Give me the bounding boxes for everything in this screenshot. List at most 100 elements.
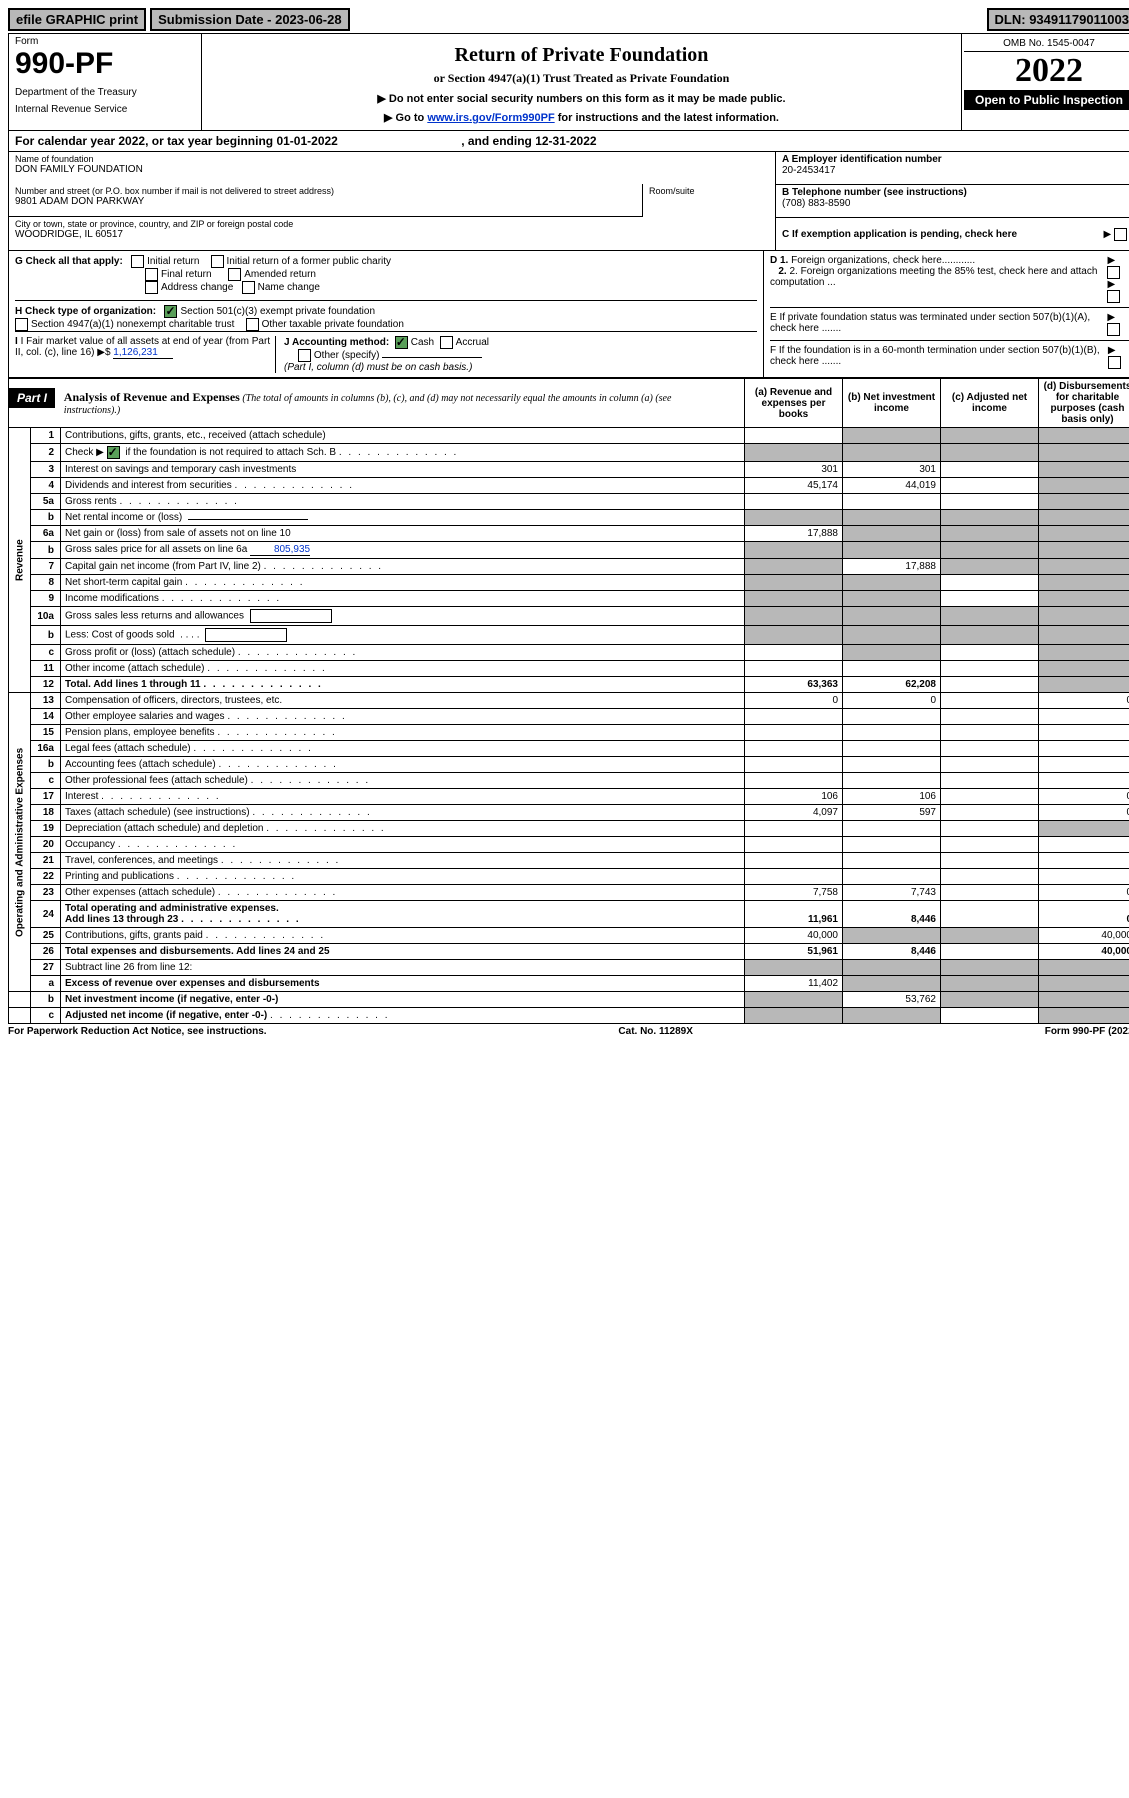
row-26: Total expenses and disbursements. Add li… bbox=[61, 944, 745, 960]
f-text: F If the foundation is in a 60-month ter… bbox=[770, 345, 1108, 369]
instr-ssn: ▶ Do not enter social security numbers o… bbox=[212, 92, 951, 105]
foundation-city: WOODRIDGE, IL 60517 bbox=[15, 229, 769, 240]
v4b: 44,019 bbox=[843, 478, 941, 494]
chk-d2[interactable] bbox=[1107, 290, 1120, 303]
chk-address-change[interactable] bbox=[145, 281, 158, 294]
col-d-header: (d) Disbursements for charitable purpose… bbox=[1039, 379, 1129, 428]
form-subtitle: or Section 4947(a)(1) Trust Treated as P… bbox=[212, 71, 951, 86]
j-note: (Part I, column (d) must be on cash basi… bbox=[284, 362, 472, 373]
chk-amended[interactable] bbox=[228, 268, 241, 281]
row-27b: Net investment income (if negative, ente… bbox=[61, 992, 745, 1008]
row-9: Income modifications bbox=[61, 591, 745, 607]
row-7: Capital gain net income (from Part IV, l… bbox=[61, 559, 745, 575]
g-opt-1: Initial return of a former public charit… bbox=[227, 256, 392, 267]
phone-label: B Telephone number (see instructions) bbox=[782, 187, 1129, 198]
row-5b: Net rental income or (loss) bbox=[61, 510, 745, 526]
foundation-name: DON FAMILY FOUNDATION bbox=[15, 164, 769, 175]
v24a: 11,961 bbox=[745, 901, 843, 928]
row-16b: Accounting fees (attach schedule) bbox=[61, 757, 745, 773]
dln: DLN: 93491179011003 bbox=[987, 8, 1129, 31]
row-12: Total. Add lines 1 through 11 bbox=[61, 677, 745, 693]
instr-link-row: ▶ Go to www.irs.gov/Form990PF for instru… bbox=[212, 111, 951, 124]
chk-f[interactable] bbox=[1108, 356, 1121, 369]
v27aa: 11,402 bbox=[745, 976, 843, 992]
row-23: Other expenses (attach schedule) bbox=[61, 885, 745, 901]
col-a-header: (a) Revenue and expenses per books bbox=[745, 379, 843, 428]
tax-year: 2022 bbox=[964, 52, 1129, 90]
row-3: Interest on savings and temporary cash i… bbox=[61, 462, 745, 478]
chk-accrual[interactable] bbox=[440, 336, 453, 349]
footer-left: For Paperwork Reduction Act Notice, see … bbox=[8, 1026, 267, 1037]
footer-right: Form 990-PF (2022) bbox=[1045, 1026, 1129, 1037]
v23d: 0 bbox=[1039, 885, 1129, 901]
g-opt-0: Initial return bbox=[147, 256, 199, 267]
c-checkbox[interactable] bbox=[1114, 228, 1127, 241]
j-cash-label: Cash bbox=[411, 337, 434, 348]
i-value: 1,126,231 bbox=[113, 347, 173, 359]
form990pf-link[interactable]: www.irs.gov/Form990PF bbox=[427, 112, 554, 124]
chk-initial-former[interactable] bbox=[211, 255, 224, 268]
part1-label: Part I bbox=[9, 388, 55, 408]
chk-e[interactable] bbox=[1107, 323, 1120, 336]
v26d: 40,000 bbox=[1039, 944, 1129, 960]
name-label: Name of foundation bbox=[15, 154, 769, 164]
form-number: 990-PF bbox=[15, 47, 195, 81]
row-10a: Gross sales less returns and allowances bbox=[61, 607, 745, 626]
chk-501c3[interactable] bbox=[164, 305, 177, 318]
g-opt-5: Name change bbox=[258, 282, 320, 293]
row-25: Contributions, gifts, grants paid bbox=[61, 928, 745, 944]
v3a: 301 bbox=[745, 462, 843, 478]
v18b: 597 bbox=[843, 805, 941, 821]
row-21: Travel, conferences, and meetings bbox=[61, 853, 745, 869]
footer-mid: Cat. No. 11289X bbox=[618, 1026, 692, 1037]
chk-other-taxable[interactable] bbox=[246, 318, 259, 331]
g-opt-2: Final return bbox=[161, 269, 212, 280]
chk-4947[interactable] bbox=[15, 318, 28, 331]
v12a: 63,363 bbox=[745, 677, 843, 693]
h-opt-3: Other taxable private foundation bbox=[262, 319, 404, 330]
d2-text: 2. Foreign organizations meeting the 85%… bbox=[770, 266, 1097, 288]
row-18: Taxes (attach schedule) (see instruction… bbox=[61, 805, 745, 821]
row-4: Dividends and interest from securities bbox=[61, 478, 745, 494]
room-label: Room/suite bbox=[642, 184, 775, 217]
cal-begin: 01-01-2022 bbox=[276, 134, 337, 148]
row-5a: Gross rents bbox=[61, 494, 745, 510]
submission-date: Submission Date - 2023-06-28 bbox=[150, 8, 350, 31]
cal-mid: , and ending bbox=[461, 134, 535, 148]
v7b: 17,888 bbox=[843, 559, 941, 575]
row-8: Net short-term capital gain bbox=[61, 575, 745, 591]
chk-initial-return[interactable] bbox=[131, 255, 144, 268]
row-17: Interest bbox=[61, 789, 745, 805]
v13a: 0 bbox=[745, 693, 843, 709]
v26a: 51,961 bbox=[745, 944, 843, 960]
omb-number: OMB No. 1545-0047 bbox=[964, 36, 1129, 52]
chk-name-change[interactable] bbox=[242, 281, 255, 294]
chk-other-method[interactable] bbox=[298, 349, 311, 362]
chk-d1[interactable] bbox=[1107, 266, 1120, 279]
dept-treasury: Department of the Treasury bbox=[15, 87, 195, 98]
chk-schb[interactable] bbox=[107, 446, 120, 459]
v24b: 8,446 bbox=[843, 901, 941, 928]
chk-final-return[interactable] bbox=[145, 268, 158, 281]
addr-label: Number and street (or P.O. box number if… bbox=[15, 186, 636, 196]
cal-pre: For calendar year 2022, or tax year begi… bbox=[15, 134, 276, 148]
city-label: City or town, state or province, country… bbox=[15, 219, 769, 229]
phone-value: (708) 883-8590 bbox=[782, 198, 1129, 209]
row-6a: Net gain or (loss) from sale of assets n… bbox=[61, 526, 745, 542]
row-10c: Gross profit or (loss) (attach schedule) bbox=[61, 645, 745, 661]
chk-cash[interactable] bbox=[395, 336, 408, 349]
row-19: Depreciation (attach schedule) and deple… bbox=[61, 821, 745, 837]
h-opt-1: Section 501(c)(3) exempt private foundat… bbox=[180, 306, 375, 317]
row-27c: Adjusted net income (if negative, enter … bbox=[61, 1008, 745, 1024]
row-16a: Legal fees (attach schedule) bbox=[61, 741, 745, 757]
row-24: Total operating and administrative expen… bbox=[61, 901, 745, 928]
v13d: 0 bbox=[1039, 693, 1129, 709]
row-10b: Less: Cost of goods sold . . . . bbox=[61, 626, 745, 645]
irs-label: Internal Revenue Service bbox=[15, 104, 195, 115]
h-opt-2: Section 4947(a)(1) nonexempt charitable … bbox=[31, 319, 234, 330]
ein-label: A Employer identification number bbox=[782, 154, 1129, 165]
v25a: 40,000 bbox=[745, 928, 843, 944]
row-1: Contributions, gifts, grants, etc., rece… bbox=[61, 428, 745, 444]
row-27a: Excess of revenue over expenses and disb… bbox=[61, 976, 745, 992]
row-22: Printing and publications bbox=[61, 869, 745, 885]
